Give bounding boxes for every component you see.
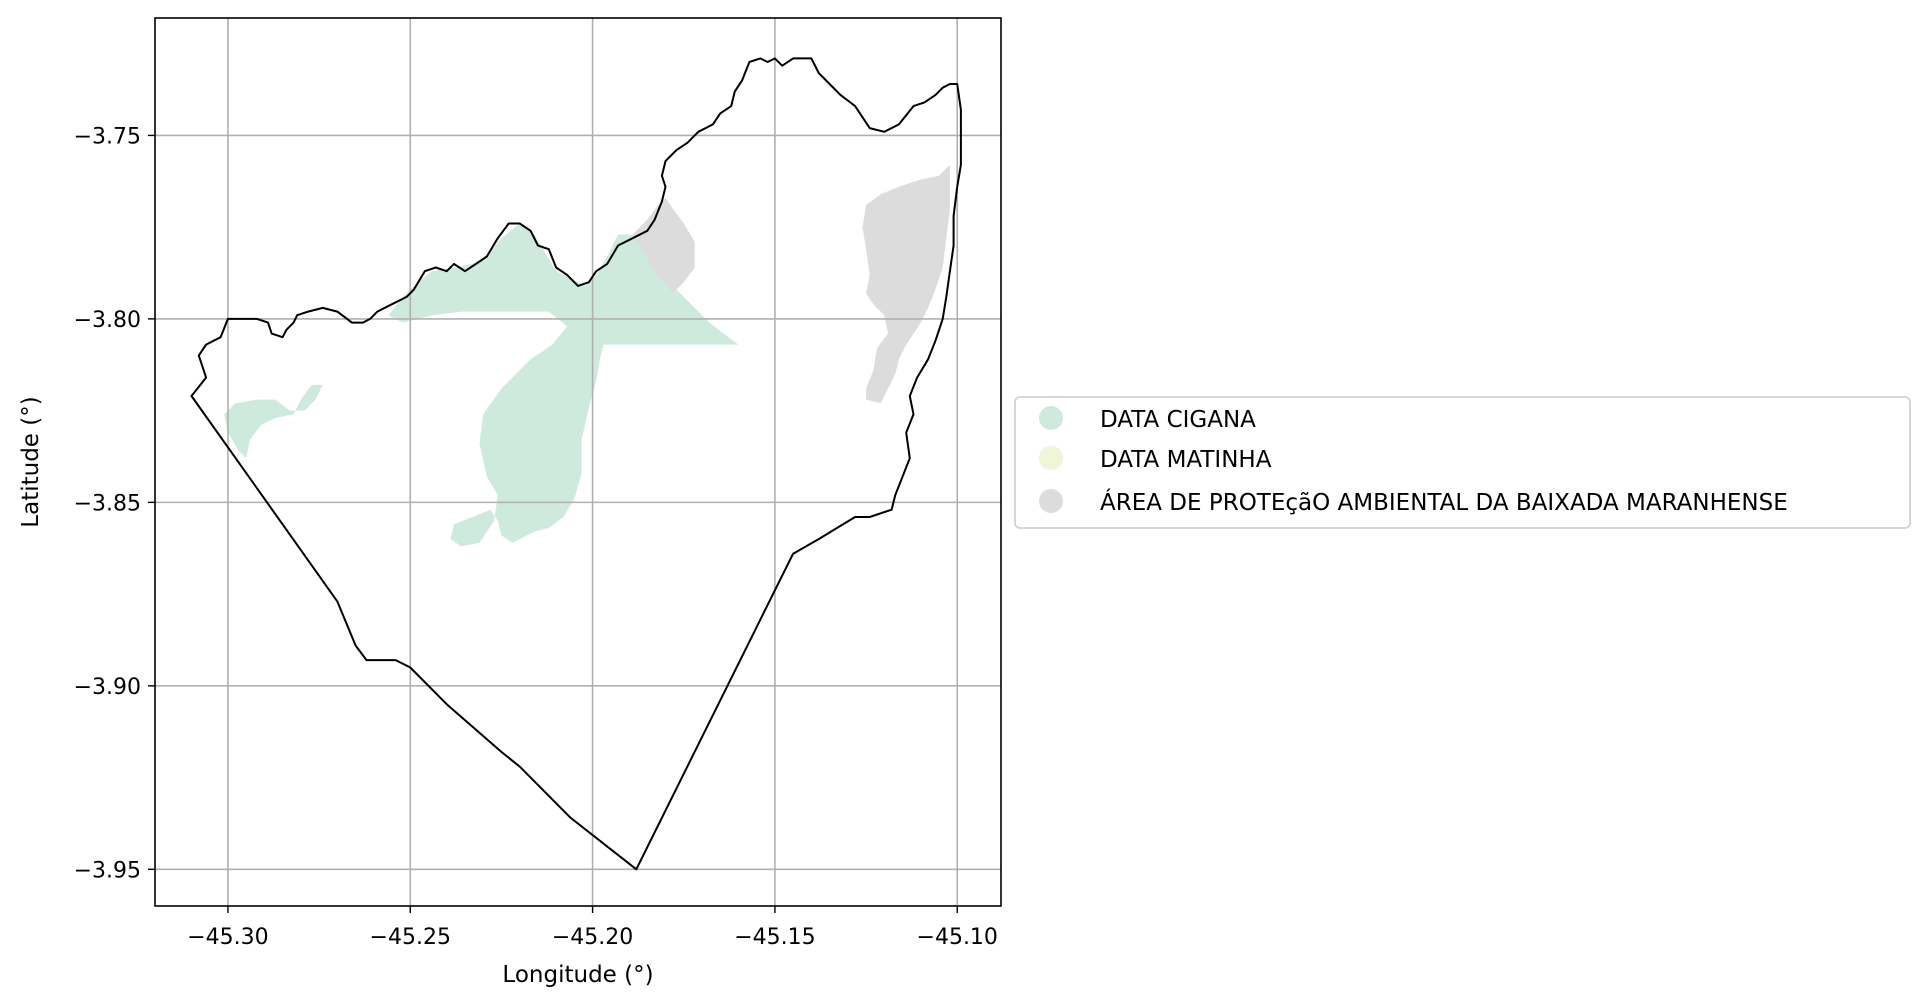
map-region-municipality-boundary-4 [190,57,962,871]
plot-frame [154,17,1002,907]
y-tick-label-3: −3.90 [74,675,141,700]
map-region-data-cigana-0 [388,223,739,547]
y-tick-label-2: −3.85 [74,491,141,516]
map-layers [224,164,950,547]
x-tick-label-4: −45.10 [917,925,998,950]
y-tick-label-1: −3.80 [74,308,141,333]
map-region-area-de-protecao-ambiental-da-baixada-maranhense-3 [862,164,950,404]
legend-label-data-matinha: DATA MATINHA [1100,447,1272,473]
map-region-area-de-protecao-ambiental-da-baixada-maranhense-2 [632,197,695,294]
y-axis-ticks: −3.75 −3.80 −3.85 −3.90 −3.95 [74,124,155,883]
x-axis-title: Longitude (°) [502,962,653,988]
x-tick-label-2: −45.20 [552,925,633,950]
legend-frame [1014,396,1911,529]
legend-marker-apa-baixada-maranhense [1039,489,1063,513]
legend-marker-data-matinha [1039,446,1063,470]
y-axis-title: Latitude (°) [18,396,44,527]
map-region-data-cigana-1 [224,384,323,459]
x-axis-ticks: −45.30 −45.25 −45.20 −45.15 −45.10 [187,906,998,950]
y-tick-label-0: −3.75 [74,124,141,149]
legend: DATA CIGANA DATA MATINHA ÁREA DE PROTEçã… [1014,396,1911,529]
y-tick-label-4: −3.95 [74,858,141,883]
x-tick-label-1: −45.25 [370,925,451,950]
legend-marker-data-cigana [1039,406,1063,430]
x-tick-label-3: −45.15 [734,925,815,950]
legend-label-apa-baixada-maranhense: ÁREA DE PROTEçãO AMBIENTAL DA BAIXADA MA… [1100,488,1788,516]
legend-label-data-cigana: DATA CIGANA [1100,407,1256,433]
x-tick-label-0: −45.30 [187,925,268,950]
